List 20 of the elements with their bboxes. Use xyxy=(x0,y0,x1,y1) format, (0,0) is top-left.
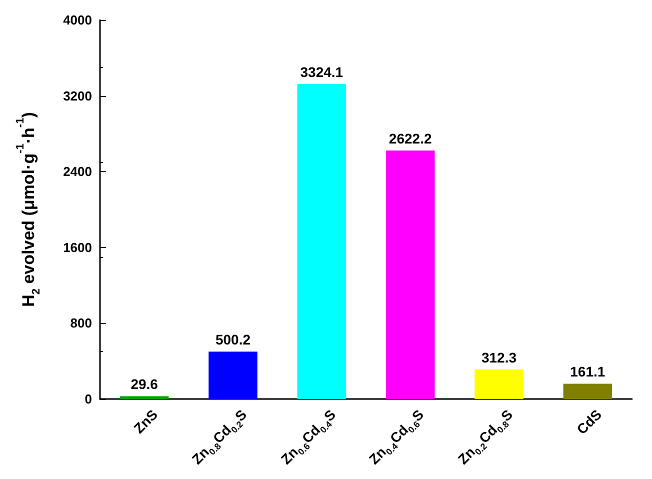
data-label: 3324.1 xyxy=(300,64,344,80)
bar xyxy=(474,369,524,399)
x-tick-label: CdS xyxy=(573,406,604,438)
y-tick-label: 4000 xyxy=(63,12,92,28)
data-label: 161.1 xyxy=(570,364,606,380)
y-tick-label: 800 xyxy=(70,316,92,331)
y-axis-title: H2 evolved (μmol·g-1·h-1) xyxy=(14,112,42,307)
bar xyxy=(297,84,346,399)
data-label: 312.3 xyxy=(481,349,517,366)
data-label: 29.6 xyxy=(130,376,158,392)
y-tick-label: 2400 xyxy=(63,164,92,180)
bar xyxy=(386,150,435,399)
data-label: 500.2 xyxy=(215,332,251,348)
bar xyxy=(208,352,258,399)
bar xyxy=(563,384,612,399)
y-tick-label: 1600 xyxy=(63,240,92,255)
y-tick-label: 0 xyxy=(84,392,92,406)
bar xyxy=(120,396,169,399)
y-tick-label: 3200 xyxy=(63,88,92,104)
data-label: 2622.2 xyxy=(388,130,432,147)
